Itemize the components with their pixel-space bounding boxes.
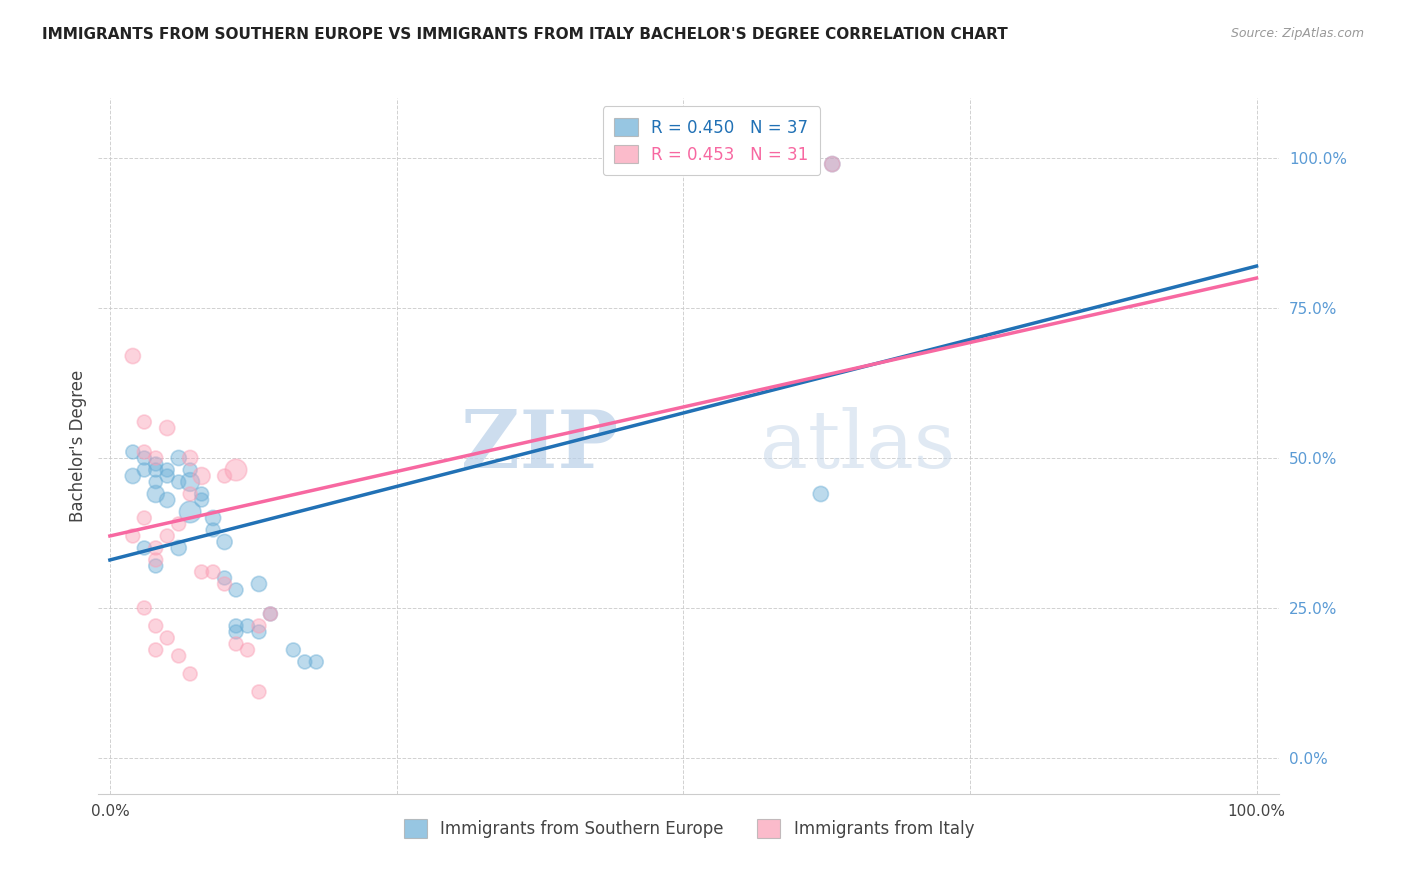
Point	[225, 624, 247, 639]
Point	[821, 157, 844, 171]
Point	[236, 643, 259, 657]
Point	[259, 607, 281, 621]
Point	[121, 469, 143, 483]
Point	[167, 450, 190, 465]
Point	[145, 619, 167, 633]
Point	[145, 487, 167, 501]
Point	[294, 655, 316, 669]
Point	[247, 685, 270, 699]
Point	[134, 601, 156, 615]
Point	[145, 475, 167, 489]
Point	[145, 643, 167, 657]
Point	[214, 571, 236, 585]
Point	[121, 529, 143, 543]
Point	[145, 553, 167, 567]
Point	[145, 457, 167, 471]
Text: atlas: atlas	[759, 407, 955, 485]
Point	[179, 450, 201, 465]
Point	[167, 541, 190, 555]
Point	[145, 558, 167, 573]
Point	[190, 565, 212, 579]
Point	[121, 445, 143, 459]
Point	[121, 349, 143, 363]
Point	[283, 643, 305, 657]
Point	[134, 445, 156, 459]
Point	[156, 463, 179, 477]
Legend: Immigrants from Southern Europe, Immigrants from Italy: Immigrants from Southern Europe, Immigra…	[394, 810, 984, 848]
Point	[202, 565, 225, 579]
Point	[247, 577, 270, 591]
Point	[247, 624, 270, 639]
Point	[134, 463, 156, 477]
Point	[156, 421, 179, 435]
Point	[145, 450, 167, 465]
Point	[167, 648, 190, 663]
Y-axis label: Bachelor's Degree: Bachelor's Degree	[69, 370, 87, 522]
Point	[156, 469, 179, 483]
Point	[190, 493, 212, 508]
Point	[214, 577, 236, 591]
Point	[145, 463, 167, 477]
Text: ZIP: ZIP	[461, 407, 619, 485]
Point	[156, 529, 179, 543]
Point	[156, 631, 179, 645]
Point	[236, 619, 259, 633]
Point	[145, 541, 167, 555]
Point	[202, 511, 225, 525]
Point	[190, 469, 212, 483]
Point	[259, 607, 281, 621]
Point	[202, 523, 225, 537]
Point	[305, 655, 328, 669]
Point	[179, 487, 201, 501]
Point	[214, 535, 236, 549]
Point	[134, 511, 156, 525]
Text: IMMIGRANTS FROM SOUTHERN EUROPE VS IMMIGRANTS FROM ITALY BACHELOR'S DEGREE CORRE: IMMIGRANTS FROM SOUTHERN EUROPE VS IMMIG…	[42, 27, 1008, 42]
Text: Source: ZipAtlas.com: Source: ZipAtlas.com	[1230, 27, 1364, 40]
Point	[134, 450, 156, 465]
Point	[247, 619, 270, 633]
Point	[179, 463, 201, 477]
Point	[225, 619, 247, 633]
Point	[225, 463, 247, 477]
Point	[179, 667, 201, 681]
Point	[225, 582, 247, 597]
Point	[190, 487, 212, 501]
Point	[134, 415, 156, 429]
Point	[810, 487, 832, 501]
Point	[179, 505, 201, 519]
Point	[167, 475, 190, 489]
Point	[179, 475, 201, 489]
Point	[821, 157, 844, 171]
Point	[214, 469, 236, 483]
Point	[134, 541, 156, 555]
Point	[225, 637, 247, 651]
Point	[156, 493, 179, 508]
Point	[167, 516, 190, 531]
